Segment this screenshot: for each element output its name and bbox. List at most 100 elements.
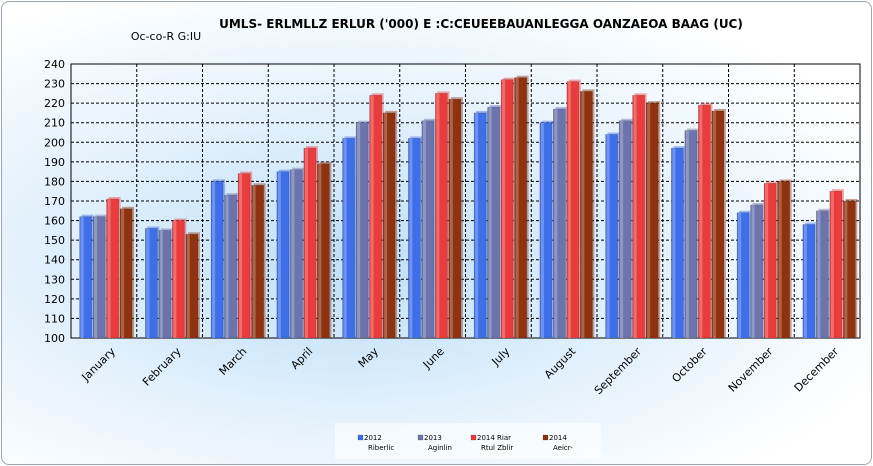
legend-label: 2012: [364, 434, 382, 442]
bar-highlight: [672, 148, 676, 338]
bar-highlight: [830, 191, 834, 338]
legend-sublabel: Aginlin: [428, 444, 452, 452]
bar-body: [750, 204, 763, 339]
bar-body: [645, 102, 659, 339]
bar-body: [382, 112, 396, 339]
y-tick-label: 150: [44, 234, 65, 247]
y-tick-label: 230: [44, 78, 65, 91]
chart-title: UMLS- ERLMLLZ ERLUR ('000) E :C:CEUEEBAU…: [219, 17, 743, 31]
bar: [158, 228, 173, 339]
bar-body: [369, 95, 382, 339]
y-tick-label: 100: [44, 332, 65, 345]
chart-subtitle: Oc-co-R G:IU: [131, 30, 201, 43]
bar: [185, 232, 200, 339]
y-tick-label: 160: [44, 215, 65, 228]
y-tick-label: 120: [44, 293, 65, 306]
bar-body: [580, 91, 593, 339]
bar-body: [355, 122, 369, 339]
bar-highlight: [304, 148, 308, 338]
bar-body: [539, 122, 553, 339]
bar-body: [106, 198, 119, 339]
bar: [750, 202, 765, 339]
bar: [145, 226, 160, 339]
bar-body: [763, 183, 777, 339]
x-tick-label: July: [489, 345, 513, 369]
legend-swatch: [470, 434, 477, 441]
y-tick-label: 130: [44, 273, 65, 286]
bar: [843, 199, 858, 339]
bar-body: [210, 181, 224, 339]
legend-label: 2013: [424, 434, 442, 442]
bar-highlight: [475, 112, 479, 338]
x-tick-label: September: [592, 345, 645, 398]
bar-body: [816, 210, 829, 339]
bar-highlight: [712, 110, 716, 338]
bar: [698, 103, 713, 339]
bar: [500, 77, 516, 339]
bar: [92, 214, 108, 339]
bar-body: [317, 163, 330, 339]
bar-highlight: [146, 228, 150, 338]
bar-highlight: [173, 220, 177, 338]
bar-highlight: [488, 107, 492, 338]
x-tick-label: March: [217, 345, 250, 378]
bar: [303, 146, 318, 339]
bar: [473, 110, 489, 339]
bar-body: [276, 171, 290, 339]
legend-label: 2014 Riar: [477, 434, 511, 442]
bar-highlight: [239, 173, 243, 338]
bar-body: [185, 233, 199, 339]
bar-highlight: [436, 93, 440, 338]
bar: [684, 128, 699, 339]
bar: [106, 197, 121, 339]
bar-body: [435, 93, 448, 339]
x-tick-label: August: [542, 344, 579, 381]
x-tick-label: May: [356, 345, 382, 371]
bar-body: [448, 98, 462, 339]
bar: [448, 97, 463, 339]
x-tick-label: December: [792, 345, 842, 395]
bar-highlight: [685, 130, 689, 338]
bar-body: [79, 216, 92, 339]
bar-highlight: [765, 183, 769, 338]
bar-body: [514, 77, 527, 339]
bar-body: [237, 173, 251, 339]
bar-body: [711, 110, 725, 339]
bar: [645, 101, 661, 339]
bar-highlight: [817, 210, 821, 338]
bar: [342, 136, 357, 339]
bar-body: [290, 169, 303, 339]
legend-box: [335, 423, 601, 459]
bar: [251, 183, 266, 339]
bar-highlight: [357, 122, 361, 338]
bar-highlight: [370, 95, 374, 338]
bar-body: [566, 81, 580, 339]
bar-body: [473, 112, 487, 339]
x-tick-label: October: [669, 345, 710, 386]
bar: [317, 161, 332, 339]
bar: [763, 181, 779, 339]
bar: [777, 179, 792, 339]
bar-highlight: [540, 122, 544, 338]
legend-swatch: [542, 434, 549, 441]
x-tick-label: June: [420, 345, 447, 372]
bar-highlight: [212, 181, 216, 338]
bar: [829, 189, 844, 339]
legend-item: 2013 Aginlin: [417, 434, 452, 452]
bar-body: [251, 185, 264, 339]
bar-body: [605, 134, 618, 339]
legend-item: 2014 Riar Rtul Zblir: [470, 434, 513, 452]
bar: [172, 218, 187, 339]
x-tick-label: February: [140, 345, 184, 389]
bar-highlight: [699, 105, 703, 338]
bar: [580, 89, 595, 339]
bar-body: [618, 120, 632, 339]
bar: [539, 120, 554, 339]
bar-highlight: [502, 79, 506, 339]
bar: [237, 171, 253, 339]
bar-highlight: [844, 201, 848, 338]
legend-sublabel: Aeicr-: [553, 444, 573, 452]
bar: [421, 118, 436, 339]
bar: [605, 132, 620, 339]
